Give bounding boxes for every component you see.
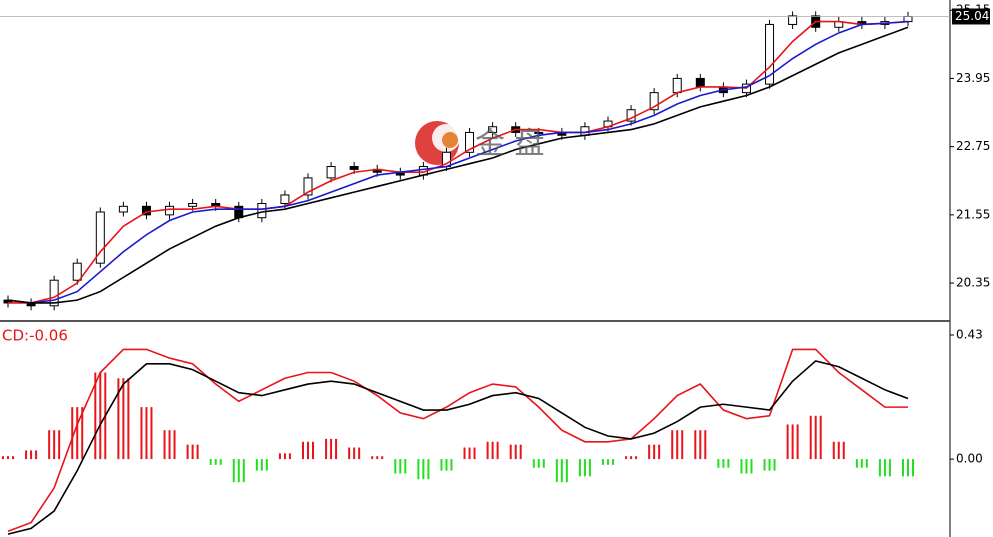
watermark: 金 盘 bbox=[475, 127, 545, 162]
y-tick-label: 22.75 bbox=[956, 139, 990, 153]
candle-body bbox=[788, 15, 798, 25]
candle-body bbox=[188, 202, 198, 207]
last-price-badge bbox=[952, 8, 990, 25]
candle-body bbox=[672, 77, 682, 94]
candle-body bbox=[303, 177, 313, 196]
candle-body bbox=[903, 15, 913, 23]
candle-body bbox=[165, 205, 175, 216]
watermark-logo bbox=[415, 121, 460, 165]
last-price-label: 25.04 bbox=[955, 9, 989, 23]
ma-line bbox=[8, 20, 909, 304]
candle-body bbox=[695, 77, 705, 88]
y-tick-label: 0.43 bbox=[956, 327, 983, 341]
y-tick-label: 0.00 bbox=[956, 452, 983, 466]
indicator-label: CD:-0.06 bbox=[2, 327, 68, 345]
candle-body bbox=[765, 23, 775, 85]
y-tick-label: 20.35 bbox=[956, 276, 990, 290]
ma-line bbox=[7, 360, 909, 535]
y-tick-label: 21.55 bbox=[956, 207, 990, 221]
candle-body bbox=[649, 92, 659, 111]
candle-body bbox=[49, 279, 59, 307]
candle-body bbox=[465, 131, 475, 153]
candle-body bbox=[257, 202, 267, 219]
candle-body bbox=[141, 205, 151, 216]
candle-body bbox=[72, 262, 82, 281]
candle-body bbox=[280, 194, 290, 204]
candle-body bbox=[349, 166, 359, 170]
candle-body bbox=[326, 166, 336, 179]
ma-line bbox=[7, 26, 909, 304]
candle-body bbox=[534, 131, 544, 134]
candle-body bbox=[118, 205, 128, 213]
ma-line bbox=[7, 348, 908, 532]
ma-line bbox=[7, 20, 909, 304]
y-tick-label: 23.95 bbox=[956, 71, 990, 85]
candle-body bbox=[488, 126, 498, 133]
candle-body bbox=[95, 211, 105, 264]
